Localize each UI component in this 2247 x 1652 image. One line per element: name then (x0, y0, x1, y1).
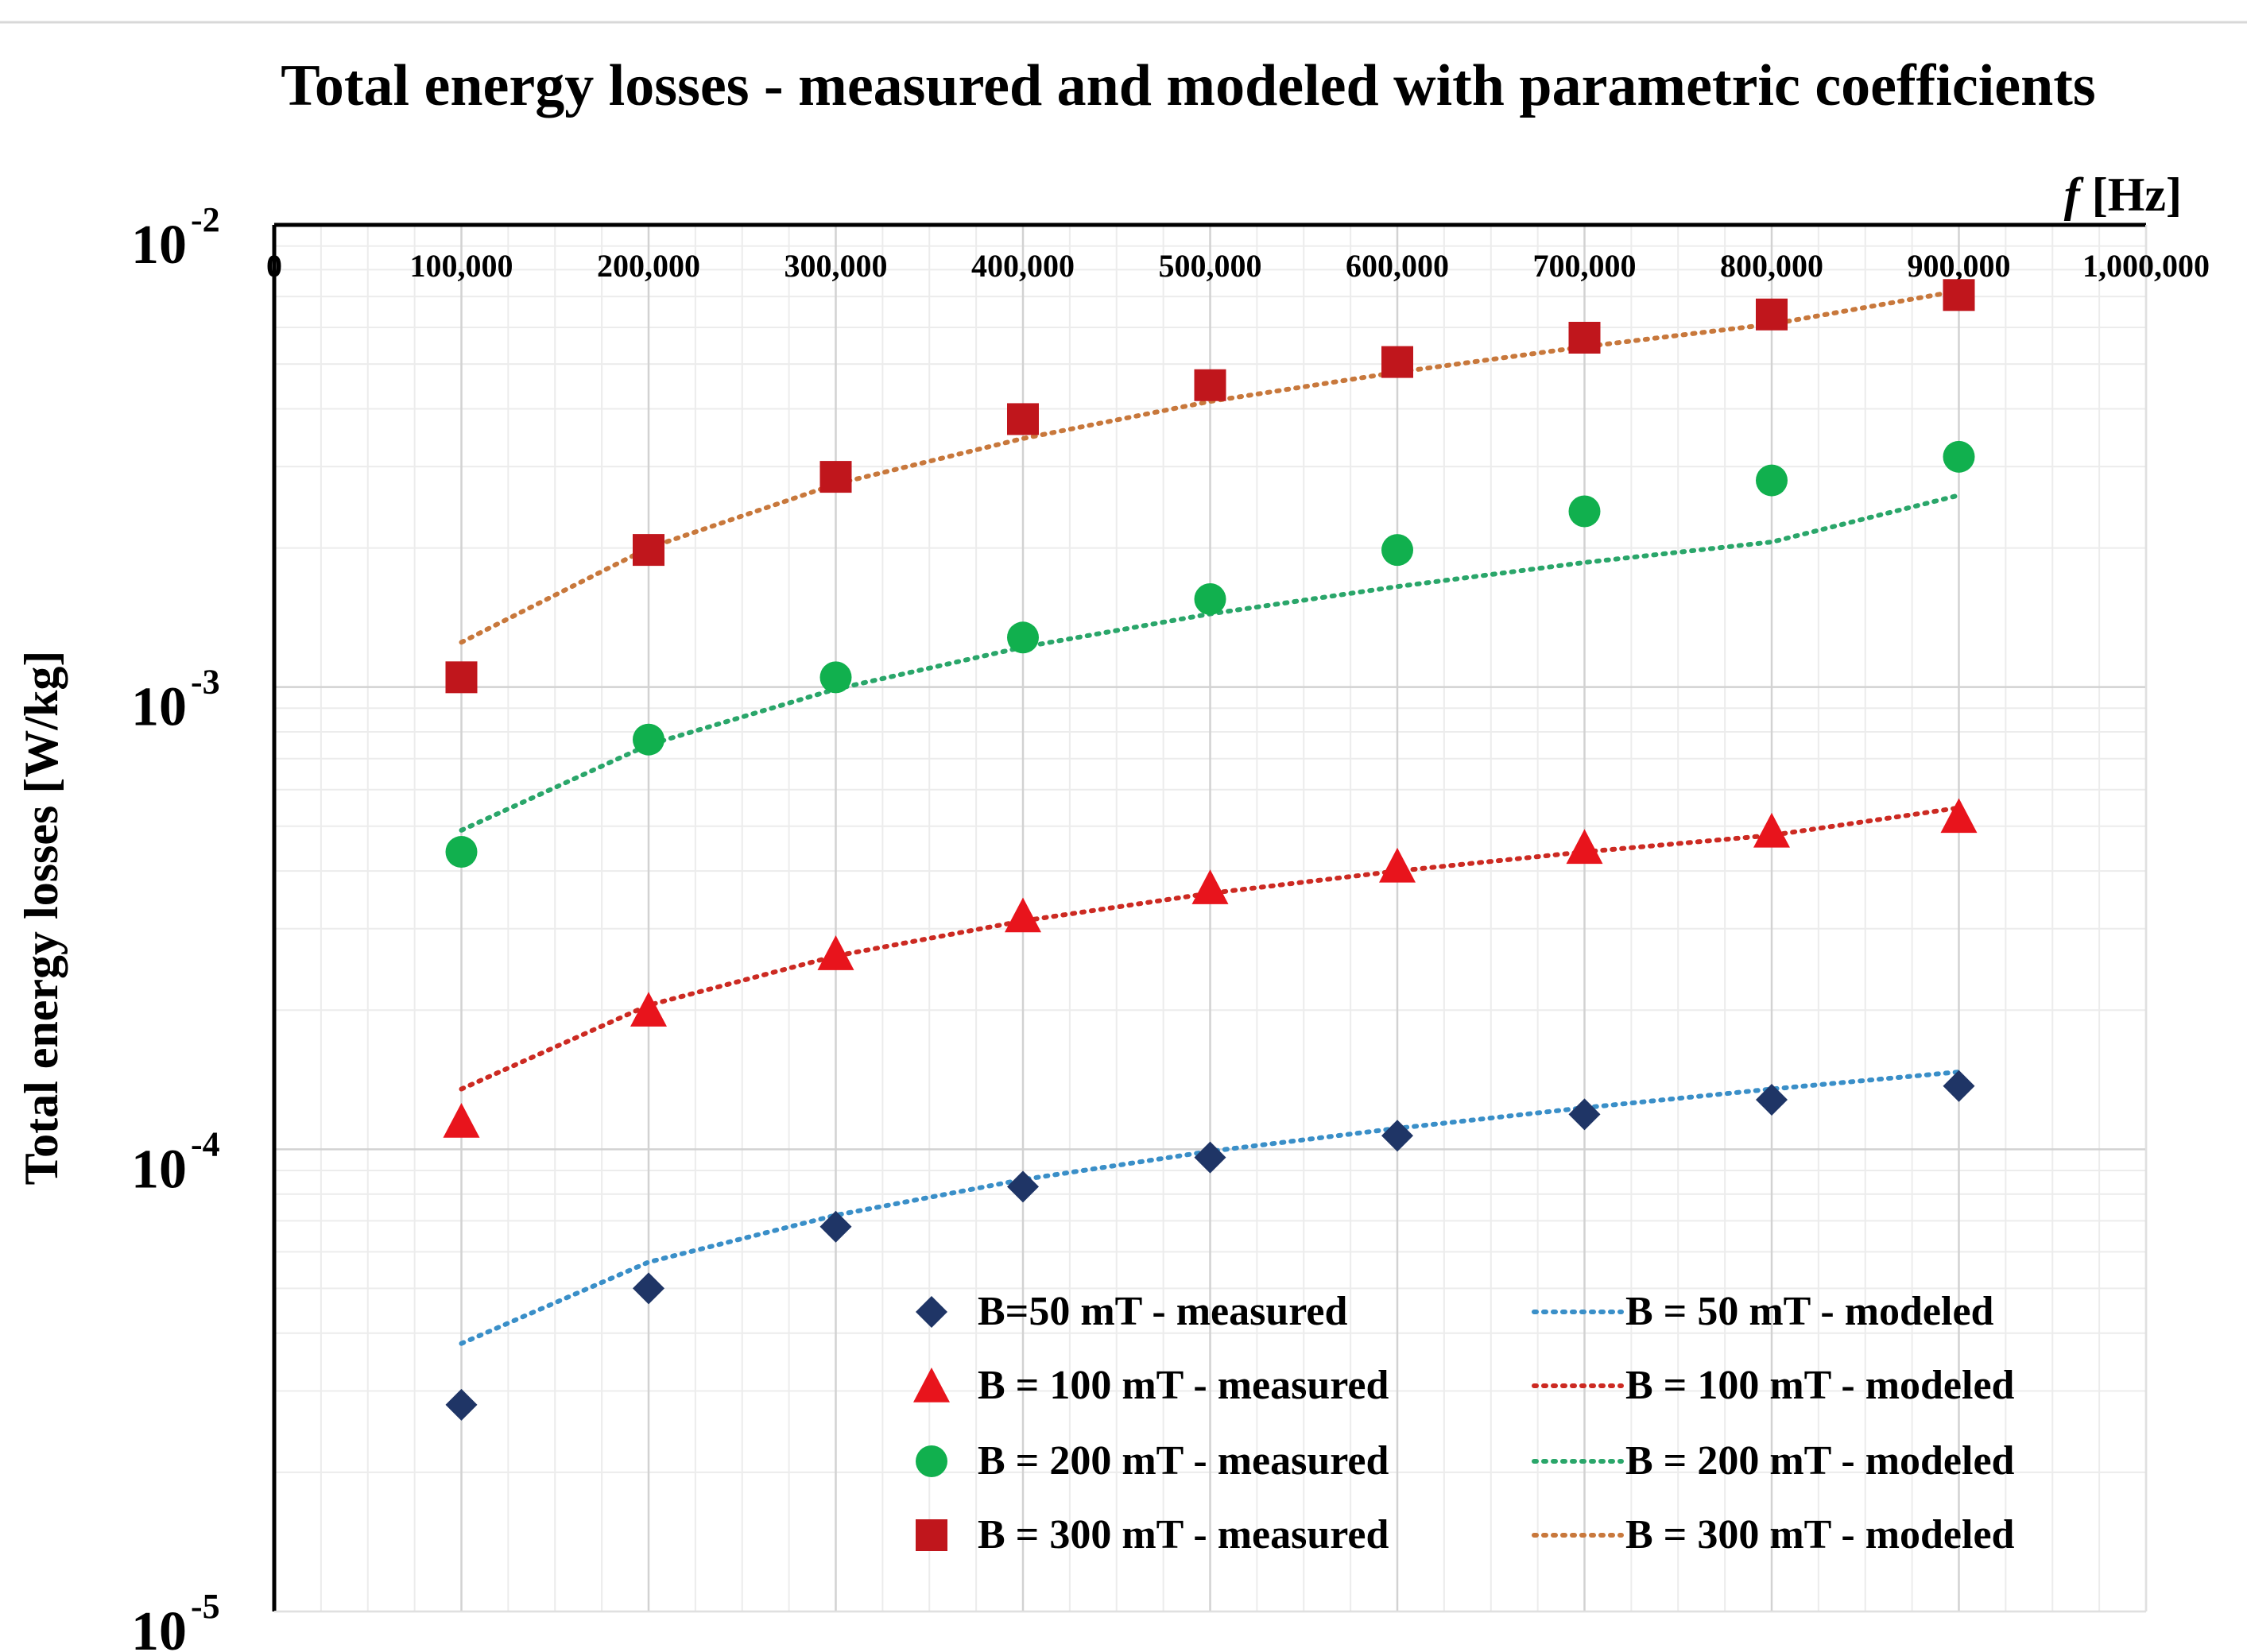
x-tick-label: 200,000 (597, 248, 700, 284)
legend-label-measured: B = 100 mT - measured (978, 1363, 1389, 1408)
legend-marker-square (916, 1519, 947, 1551)
x-tick-label: 600,000 (1346, 248, 1449, 284)
data-point-b-200-mt-measured (1194, 582, 1226, 615)
legend-label-modeled: B = 300 mT - modeled (1625, 1512, 2015, 1557)
data-point-b-50-mt-measured (1756, 1083, 1788, 1116)
x-tick-label: 0 (266, 248, 282, 284)
data-point-b-100-mt-measured (1753, 812, 1790, 848)
x-tick-label: 700,000 (1533, 248, 1637, 284)
data-point-b-300-mt-measured (633, 534, 664, 567)
y-tick-label-exponent: -2 (191, 200, 220, 239)
data-point-b-300-mt-measured (1943, 279, 1975, 311)
x-axis-label: f [Hz] (2064, 168, 2182, 221)
chart-title: Total energy losses - measured and model… (281, 53, 2095, 118)
x-axis-label-unit: [Hz] (2092, 168, 2182, 221)
data-point-b-200-mt-measured (1943, 440, 1975, 473)
data-point-b-300-mt-measured (1194, 369, 1226, 401)
x-axis-label-variable: f (2064, 168, 2092, 221)
data-point-b-200-mt-measured (633, 723, 664, 756)
data-point-b-200-mt-measured (1568, 495, 1601, 528)
legend-label-modeled: B = 100 mT - modeled (1625, 1363, 2015, 1408)
x-tick-label: 800,000 (1720, 248, 1823, 284)
y-tick-label-base: 10 (131, 1139, 187, 1200)
data-point-b-100-mt-measured (1191, 869, 1229, 904)
x-tick-label: 1,000,000 (2082, 248, 2210, 284)
data-point-b-300-mt-measured (819, 461, 852, 493)
legend-label-measured: B=50 mT - measured (978, 1289, 1347, 1334)
data-point-b-100-mt-measured (817, 935, 854, 970)
x-tick-label: 900,000 (1908, 248, 2011, 284)
legend-marker-circle (916, 1445, 947, 1477)
data-point-b-50-mt-measured (445, 1388, 478, 1421)
data-point-b-50-mt-measured (1568, 1098, 1601, 1131)
data-point-b-50-mt-measured (1943, 1070, 1975, 1102)
data-point-b-100-mt-measured (1940, 798, 1978, 834)
x-tick-label: 300,000 (785, 248, 888, 284)
data-point-b-200-mt-measured (445, 836, 478, 869)
data-point-b-200-mt-measured (1007, 621, 1039, 654)
modeled-curve-b-100-mt-modeled (459, 805, 1962, 1092)
data-point-b-200-mt-measured (1381, 534, 1413, 567)
y-tick-label-base: 10 (131, 1601, 187, 1652)
y-tick-label-base: 10 (131, 215, 187, 276)
legend-marker-triangle (913, 1368, 950, 1402)
legend-label-measured: B = 300 mT - measured (978, 1512, 1389, 1557)
x-tick-label: 400,000 (971, 248, 1075, 284)
grid (273, 223, 2148, 1613)
y-tick-label-exponent: -3 (191, 663, 220, 702)
legend-label-measured: B = 200 mT - measured (978, 1438, 1389, 1484)
data-point-b-50-mt-measured (1381, 1120, 1413, 1152)
data-point-b-300-mt-measured (1007, 403, 1039, 435)
x-tick-label: 500,000 (1159, 248, 1262, 284)
y-axis-label: Total energy losses [W/kg] (15, 651, 68, 1186)
legend-label-modeled: B = 50 mT - modeled (1625, 1289, 1994, 1334)
data-point-b-50-mt-measured (1007, 1170, 1039, 1203)
data-point-b-50-mt-measured (1194, 1141, 1226, 1174)
data-point-b-100-mt-measured (630, 992, 667, 1027)
data-point-b-50-mt-measured (633, 1272, 664, 1305)
data-point-b-100-mt-measured (1005, 897, 1041, 933)
series (443, 279, 1978, 1421)
y-tick-label-exponent: -4 (191, 1124, 220, 1163)
data-point-b-300-mt-measured (445, 661, 478, 694)
data-point-b-100-mt-measured (1379, 847, 1416, 883)
y-tick-label-base: 10 (131, 677, 187, 738)
modeled-curve-b-300-mt-modeled (459, 288, 1962, 645)
y-tick-label-exponent: -5 (191, 1587, 220, 1626)
x-tick-label: 100,000 (410, 248, 513, 284)
legend-marker-diamond (916, 1296, 947, 1328)
legend: B=50 mT - measured B = 100 mT - measured B… (913, 1289, 2015, 1557)
data-point-b-100-mt-measured (1566, 829, 1603, 865)
axes: 0 100,000 200,000 300,000 400,000 500,000 600,… (15, 168, 2210, 1652)
data-point-b-200-mt-measured (819, 661, 852, 694)
legend-label-modeled: B = 200 mT - modeled (1625, 1438, 2015, 1484)
data-point-b-300-mt-measured (1568, 321, 1601, 354)
data-point-b-300-mt-measured (1756, 298, 1788, 331)
data-point-b-50-mt-measured (819, 1210, 852, 1243)
data-point-b-100-mt-measured (443, 1103, 480, 1138)
data-point-b-300-mt-measured (1381, 346, 1413, 378)
data-point-b-200-mt-measured (1756, 464, 1788, 497)
